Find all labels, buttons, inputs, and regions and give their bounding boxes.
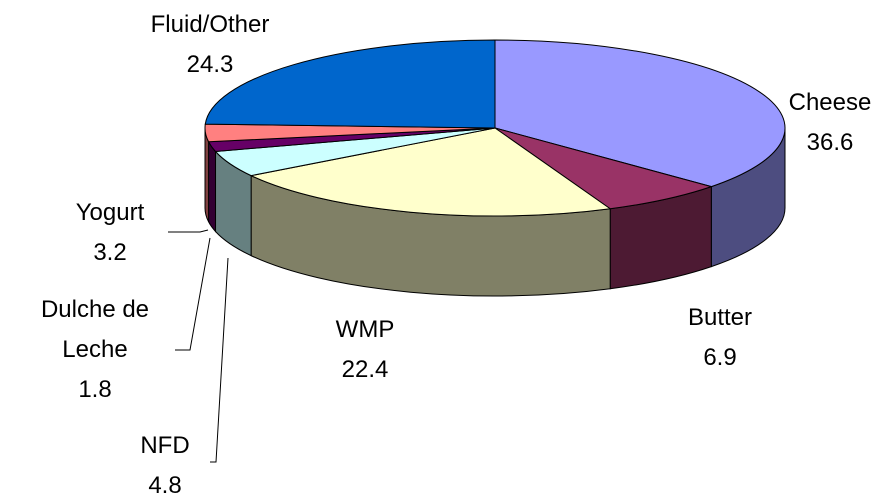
label-value: 1.8 — [78, 376, 112, 403]
data-label: Yogurt 3.2 — [50, 193, 170, 273]
label-value: 3.2 — [93, 239, 127, 266]
pie-slice — [249, 127, 612, 217]
pie-slice — [494, 39, 786, 188]
data-label: WMP 22.4 — [305, 310, 425, 390]
label-name: NFD — [140, 432, 190, 459]
data-label: Dulche de Leche 1.8 — [20, 290, 170, 410]
pie-side — [208, 141, 217, 233]
label-name: WMP — [335, 316, 395, 343]
label-value: 4.8 — [148, 472, 182, 499]
pie-slice — [494, 127, 714, 210]
label-name: Fluid/Other — [150, 11, 270, 38]
label-value: 36.6 — [806, 129, 854, 156]
data-label: Butter 6.9 — [660, 298, 780, 378]
data-label: NFD 4.8 — [105, 426, 225, 502]
leader-line — [168, 229, 209, 233]
label-name: Butter — [687, 304, 753, 331]
data-label: Cheese 36.6 — [755, 83, 890, 163]
label-name: Yogurt — [75, 199, 145, 226]
data-label: Fluid/Other 24.3 — [110, 5, 310, 85]
pie-slice — [204, 39, 496, 129]
label-value: 6.9 — [703, 344, 737, 371]
label-name: Dulche de Leche — [40, 296, 150, 363]
leader-line — [210, 257, 229, 463]
label-value: 24.3 — [186, 51, 234, 78]
leader-line — [175, 237, 211, 351]
label-name: Cheese — [788, 89, 872, 116]
pie-side — [204, 127, 210, 222]
label-value: 22.4 — [341, 356, 389, 383]
